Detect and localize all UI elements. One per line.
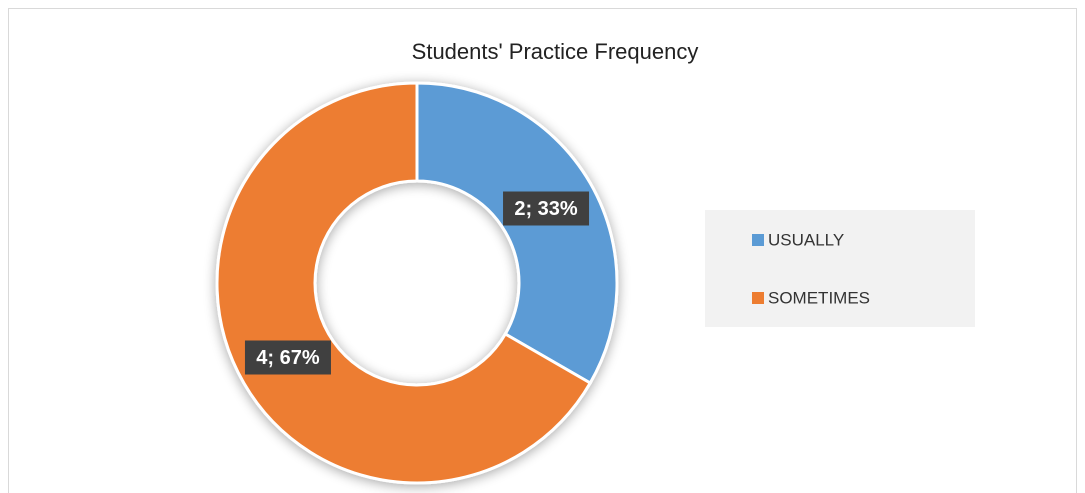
data-label-box [503,191,590,226]
legend-swatch [752,292,764,304]
chart-title: Students' Practice Frequency [412,39,699,64]
data-label-box [244,340,331,375]
legend-label: SOMETIMES [768,288,870,307]
slice [415,81,619,386]
data-label: 4; 67% [256,347,320,369]
data-label: 2; 33% [514,198,578,220]
legend-swatch [752,234,764,246]
doughnut [215,81,619,485]
slice [215,81,593,485]
legend-label: USUALLY [768,230,844,249]
legend [705,210,975,327]
